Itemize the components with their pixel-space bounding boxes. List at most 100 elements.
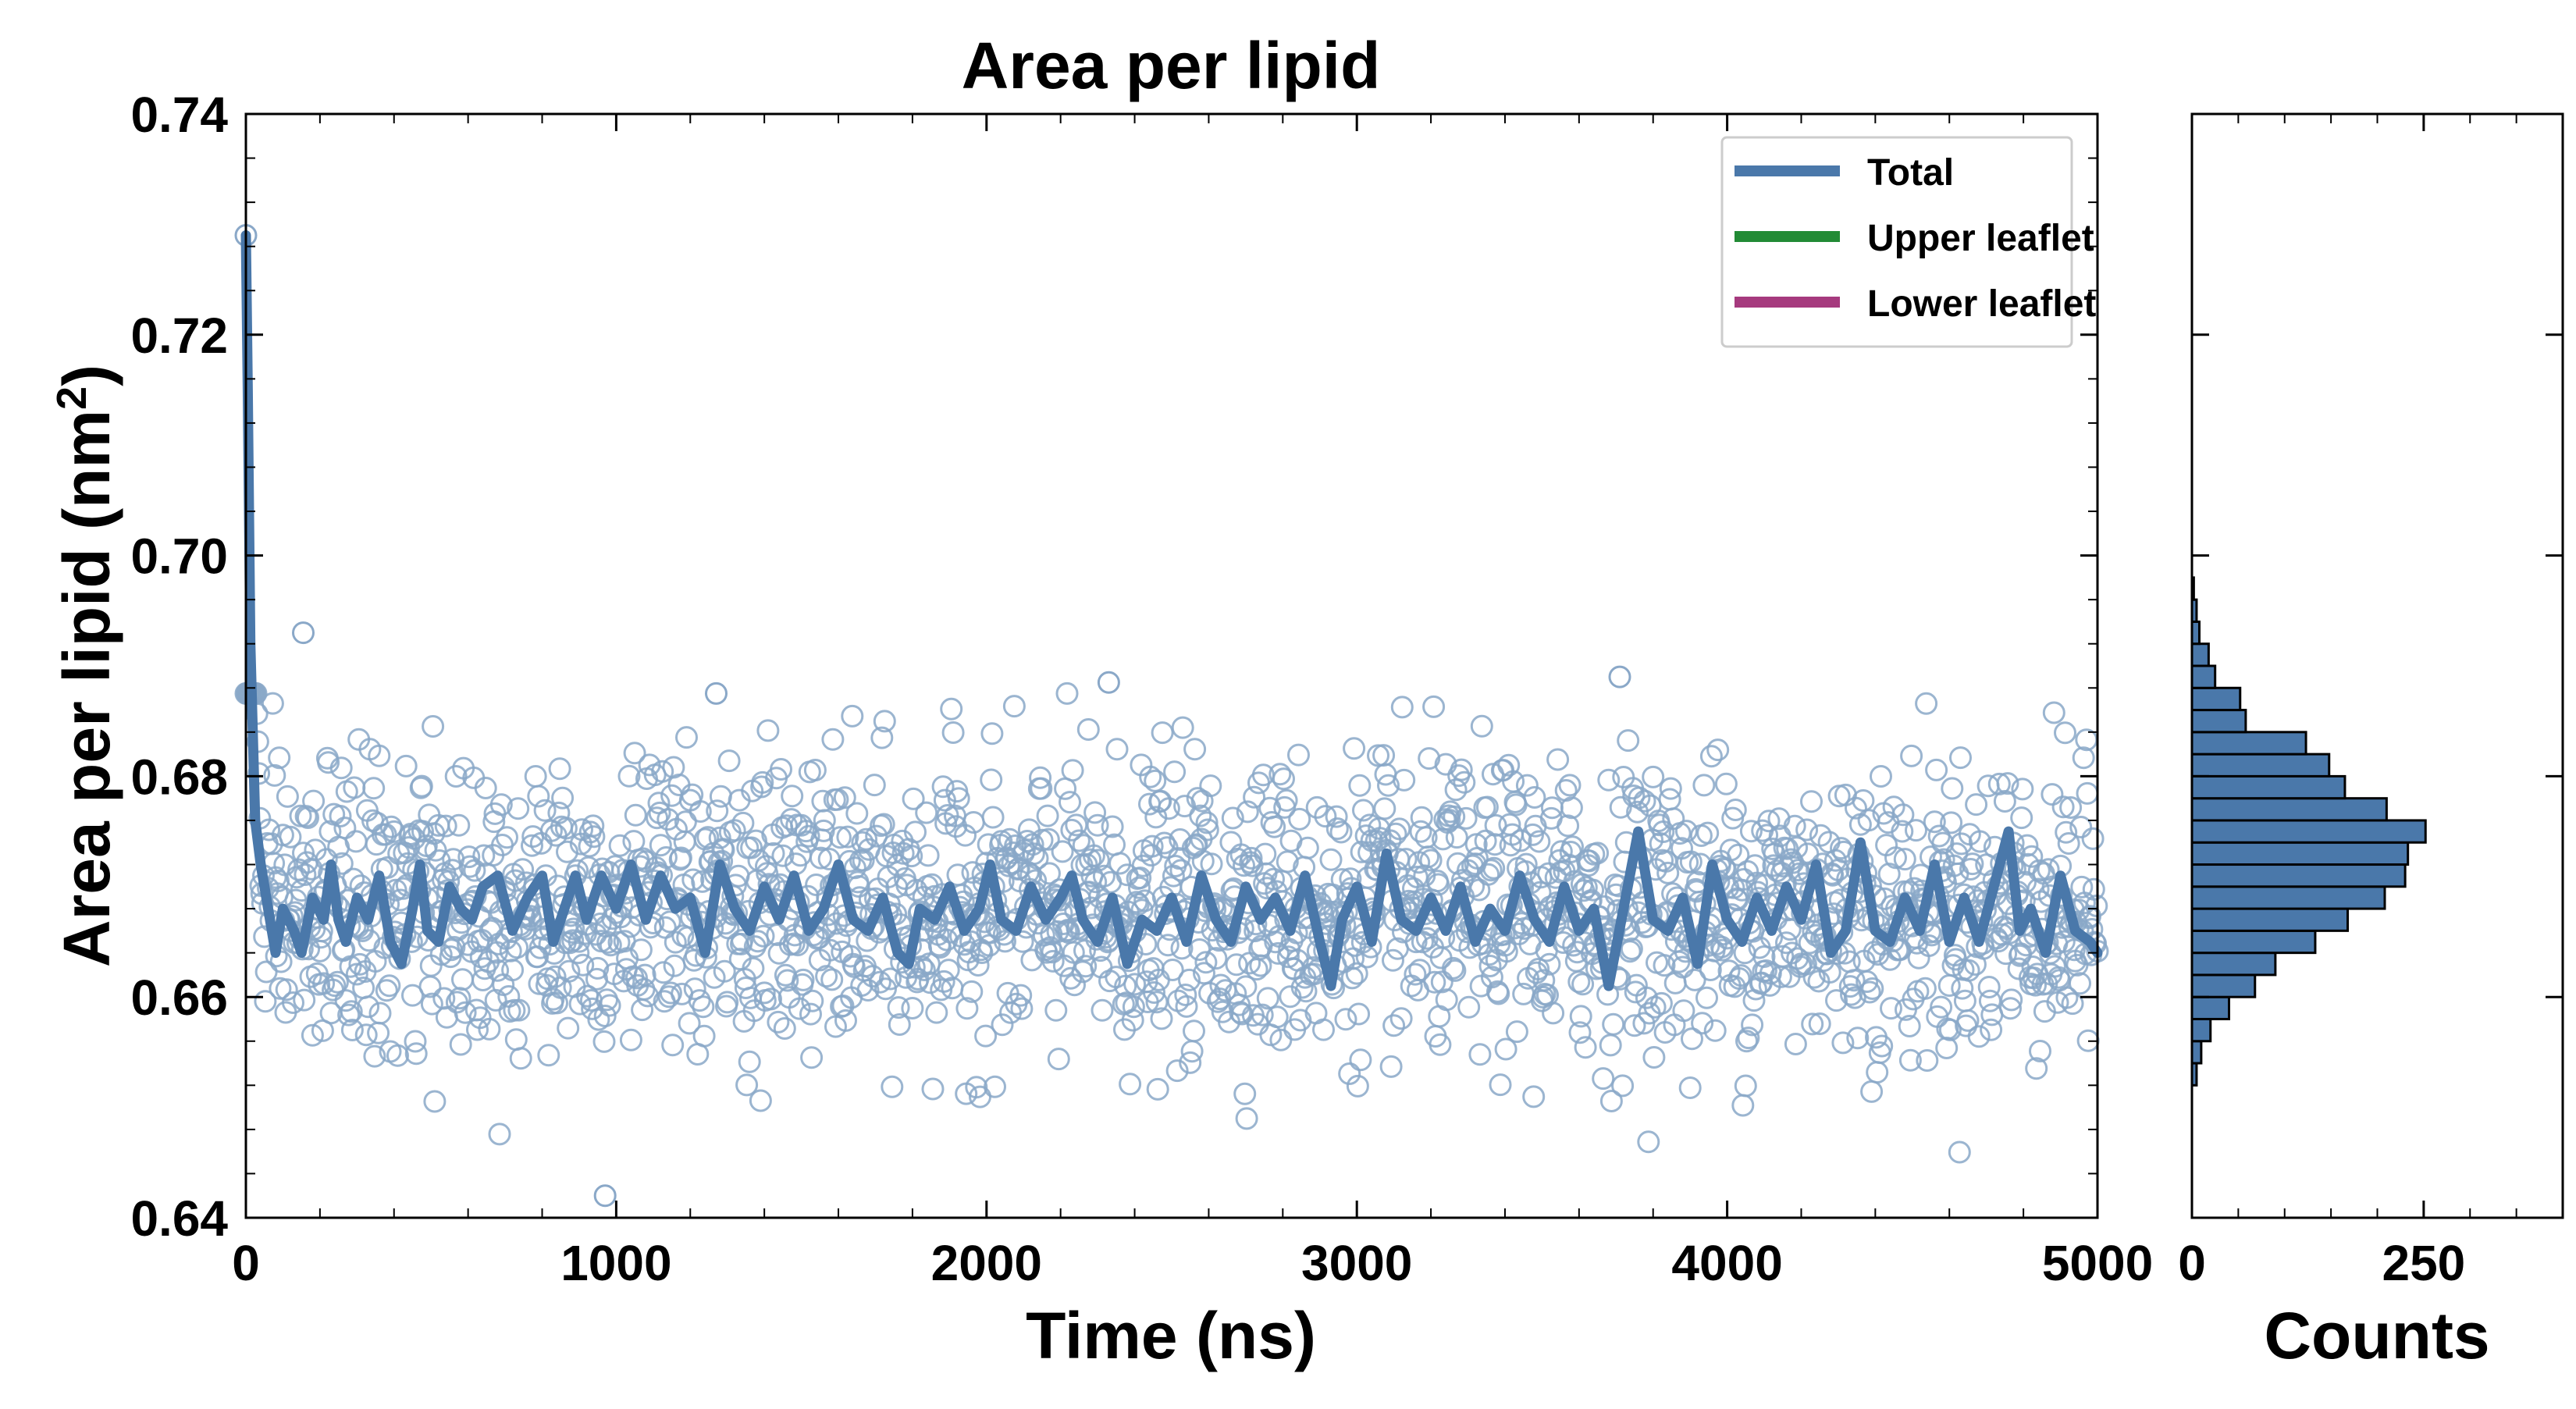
scatter-point [608, 834, 632, 857]
scatter-point [1236, 800, 1259, 824]
scatter-point [1870, 765, 1892, 788]
scatter-point [1880, 997, 1902, 1020]
scatter-point [1423, 970, 1446, 994]
scatter-point [1189, 804, 1212, 827]
scatter-point [2000, 988, 2023, 1012]
scatter-point [1204, 947, 1228, 970]
scatter-point [1691, 1012, 1714, 1035]
scatter-point [954, 824, 977, 847]
scatter-point [1029, 766, 1052, 789]
scatter-point [404, 1030, 427, 1053]
scatter-point [1179, 1051, 1202, 1074]
histogram-bar [2190, 952, 2277, 977]
scatter-point [1968, 830, 1991, 853]
scatter-point [900, 845, 923, 868]
scatter-point [294, 805, 318, 828]
scatter-point [1076, 718, 1100, 741]
scatter-point [916, 844, 940, 867]
scatter-point [254, 990, 277, 1013]
scatter-point [1996, 772, 2019, 795]
scatter-point [1234, 975, 1258, 998]
scatter-point [1345, 962, 1368, 985]
scatter-point [1977, 976, 2001, 998]
scatter-point [533, 799, 557, 822]
scatter-point [509, 1047, 532, 1070]
scatter-point [1037, 827, 1060, 851]
scatter-point [991, 1013, 1014, 1037]
scatter-point [1678, 1076, 1702, 1099]
scatter-point [1059, 791, 1081, 814]
scatter-point [334, 989, 358, 1012]
scatter-point [1877, 863, 1901, 886]
scatter-point [1925, 758, 1948, 781]
scatter-point [548, 757, 571, 781]
scatter-point [1233, 1082, 1257, 1105]
scatter-point [424, 838, 447, 862]
scatter-point [1489, 1073, 1512, 1097]
scatter-point [1055, 681, 1079, 705]
scatter-point [845, 802, 869, 825]
scatter-point [1063, 973, 1086, 997]
scatter-point [888, 1013, 911, 1036]
scatter-point-outlier [593, 1184, 617, 1208]
scatter-point [1557, 814, 1580, 838]
scatter-point [1783, 814, 1806, 838]
scatter-point [661, 1034, 685, 1057]
scatter-point [488, 1123, 511, 1146]
scatter-point [1373, 797, 1397, 820]
hist-x-tick-label: 250 [2382, 1235, 2465, 1291]
scatter-point [1823, 849, 1847, 872]
scatter-point [1379, 1055, 1403, 1078]
scatter-point [1288, 807, 1311, 831]
scatter-point [820, 968, 844, 991]
scatter-point [868, 970, 891, 994]
scatter-point [955, 997, 979, 1020]
scatter-point [276, 785, 299, 808]
main-xtick-labels: 0 1000 2000 3000 4000 5000 [232, 1235, 2153, 1291]
scatter-point [797, 824, 820, 848]
scatter-point [1917, 934, 1941, 957]
scatter-point [1794, 952, 1817, 976]
hist-x-tick-label: 0 [2178, 1235, 2206, 1291]
scatter-point [1475, 795, 1499, 819]
y-axis-title-superscript: 2 [48, 386, 95, 410]
scatter-point [1592, 1067, 1615, 1091]
scatter-point [1659, 777, 1682, 800]
scatter-point [2057, 832, 2080, 855]
scatter-point [1464, 833, 1488, 856]
scatter-point [738, 1050, 761, 1073]
scatter-point [836, 825, 859, 849]
scatter-point [1468, 1043, 1492, 1066]
scatter-point [457, 845, 481, 869]
scatter-point [1343, 737, 1366, 760]
scatter-point [1128, 876, 1151, 899]
scatter-point [1325, 805, 1348, 828]
scatter-point [801, 989, 824, 1012]
scatter-point [1784, 1033, 1807, 1055]
scatter-point [1146, 1077, 1169, 1101]
scatter-point [1275, 788, 1298, 812]
scatter-point [1870, 1034, 1894, 1058]
scatter-point [831, 994, 855, 1017]
scatter-point [980, 722, 1004, 745]
scatter-point [2055, 820, 2078, 844]
scatter-point [966, 954, 990, 977]
y-axis-title-close: ) [50, 365, 123, 386]
scatter-point [1129, 866, 1152, 890]
main-plot-frame [244, 112, 2099, 1219]
scatter-point [1349, 1048, 1372, 1072]
scatter-point [1679, 850, 1703, 874]
scatter-point [874, 977, 897, 1001]
scatter-point [1961, 852, 1984, 876]
scatter-point [382, 820, 406, 843]
scatter-point [1161, 959, 1184, 981]
scatter-point [1272, 767, 1295, 791]
chart-title: Area per lipid [962, 29, 1381, 102]
scatter-point [1157, 797, 1180, 820]
scatter-point [379, 815, 403, 838]
scatter-point [749, 1089, 772, 1112]
scatter-point [444, 765, 468, 788]
scatter-point [2051, 795, 2075, 819]
scatter-point [902, 787, 925, 810]
scatter-point [1567, 970, 1591, 994]
